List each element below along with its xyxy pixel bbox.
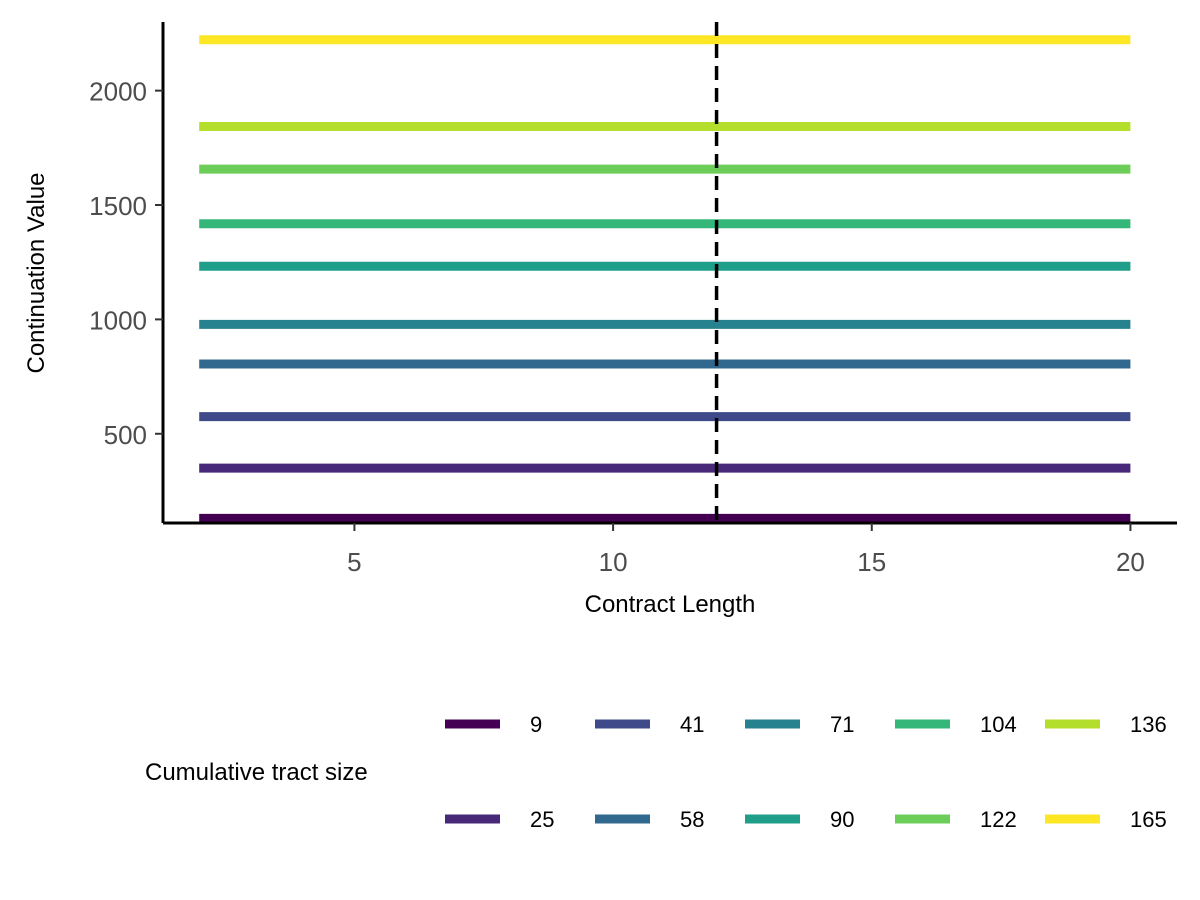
x-tick-label: 10	[599, 547, 628, 577]
x-ticks: 5 10 15 20	[347, 523, 1145, 577]
legend-label-90: 90	[830, 807, 854, 832]
legend-label-104: 104	[980, 712, 1017, 737]
legend-items: 9 25 41 58 71 90 104 122 136 165	[445, 712, 1167, 832]
y-axis-title: Continuation Value	[23, 172, 50, 373]
legend-label-25: 25	[530, 807, 554, 832]
legend: Cumulative tract size 9 25 41 58 71 90 104 122 1…	[145, 712, 1167, 832]
x-tick-label: 5	[347, 547, 361, 577]
legend-label-58: 58	[680, 807, 704, 832]
legend-label-136: 136	[1130, 712, 1167, 737]
plot-area	[199, 22, 1131, 523]
y-tick-label: 500	[104, 420, 147, 450]
legend-label-41: 41	[680, 712, 704, 737]
x-tick-label: 20	[1116, 547, 1145, 577]
axes	[161, 22, 1177, 525]
x-axis-title: Contract Length	[585, 591, 756, 618]
y-ticks: 500 1000 1500 2000	[89, 77, 163, 450]
legend-label-9: 9	[530, 712, 542, 737]
legend-label-165: 165	[1130, 807, 1167, 832]
y-tick-label: 1500	[89, 191, 147, 221]
y-tick-label: 2000	[89, 77, 147, 107]
legend-label-122: 122	[980, 807, 1017, 832]
x-tick-label: 15	[857, 547, 886, 577]
y-tick-label: 1000	[89, 305, 147, 335]
legend-title: Cumulative tract size	[145, 759, 368, 786]
legend-label-71: 71	[830, 712, 854, 737]
